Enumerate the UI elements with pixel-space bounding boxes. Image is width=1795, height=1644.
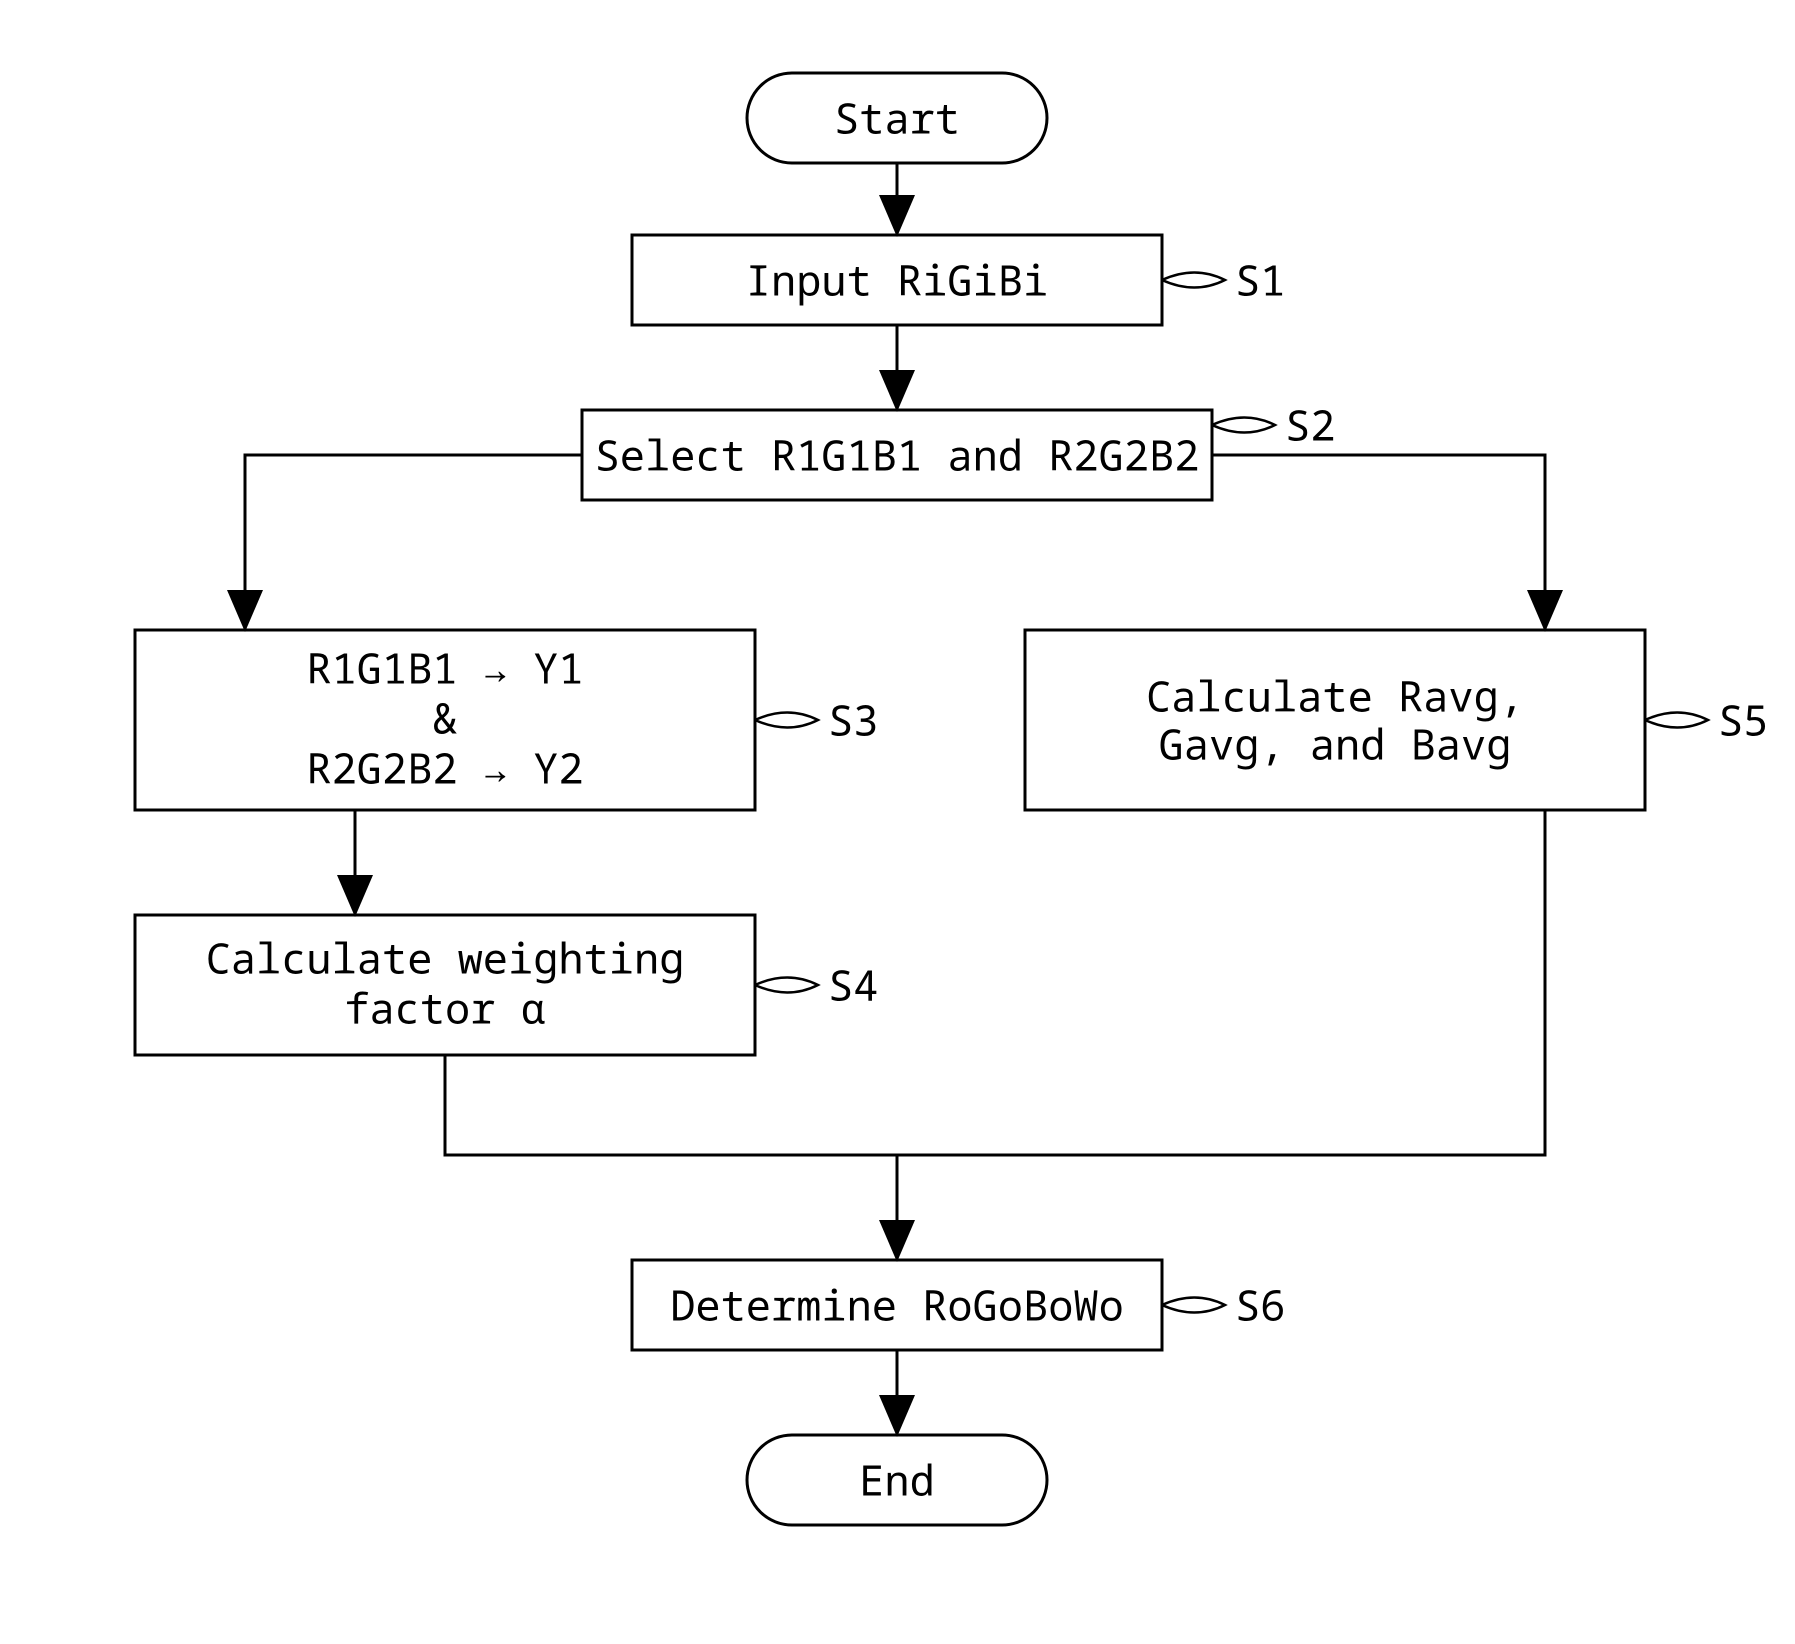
node-s4: Calculate weighting factor α S4 — [135, 915, 878, 1055]
node-s6-text: Determine RoGoBoWo — [670, 1276, 1124, 1333]
edge-s2-s5 — [1212, 455, 1545, 626]
node-start: Start — [747, 73, 1047, 163]
node-s2-text: Select R1G1B1 and R2G2B2 — [595, 426, 1200, 483]
node-s5-line2: Gavg, and Bavg — [1159, 715, 1512, 772]
node-s4-line2: factor α — [344, 979, 546, 1036]
label-s2: S2 — [1285, 396, 1335, 453]
label-s3: S3 — [828, 691, 878, 748]
label-connector-s4 — [755, 978, 818, 993]
node-end-text: End — [859, 1451, 935, 1508]
node-start-text: Start — [834, 89, 960, 146]
node-s5: Calculate Ravg, Gavg, and Bavg S5 — [1025, 630, 1768, 810]
node-s3-line1: R1G1B1 → Y1 — [306, 639, 583, 696]
flowchart-canvas: Start Input RiGiBi S1 Select R1G1B1 and … — [0, 0, 1795, 1644]
label-s4: S4 — [828, 956, 878, 1013]
node-s6: Determine RoGoBoWo S6 — [632, 1260, 1285, 1350]
label-s1: S1 — [1235, 251, 1285, 308]
node-s3-line2: & — [432, 689, 457, 746]
node-s2: Select R1G1B1 and R2G2B2 S2 — [582, 396, 1335, 500]
label-connector-s5 — [1645, 713, 1708, 728]
node-s3-line3: R2G2B2 → Y2 — [306, 739, 583, 796]
node-s3: R1G1B1 → Y1 & R2G2B2 → Y2 S3 — [135, 630, 878, 810]
label-connector-s1 — [1162, 273, 1225, 288]
node-s4-line1: Calculate weighting — [206, 929, 685, 986]
edge-s2-s3 — [245, 455, 582, 626]
label-s6: S6 — [1235, 1276, 1285, 1333]
label-s5: S5 — [1718, 691, 1768, 748]
node-s1-text: Input RiGiBi — [746, 251, 1048, 308]
node-end: End — [747, 1435, 1047, 1525]
label-connector-s6 — [1162, 1298, 1225, 1313]
node-s1: Input RiGiBi S1 — [632, 235, 1285, 325]
label-connector-s2 — [1212, 418, 1275, 433]
label-connector-s3 — [755, 713, 818, 728]
